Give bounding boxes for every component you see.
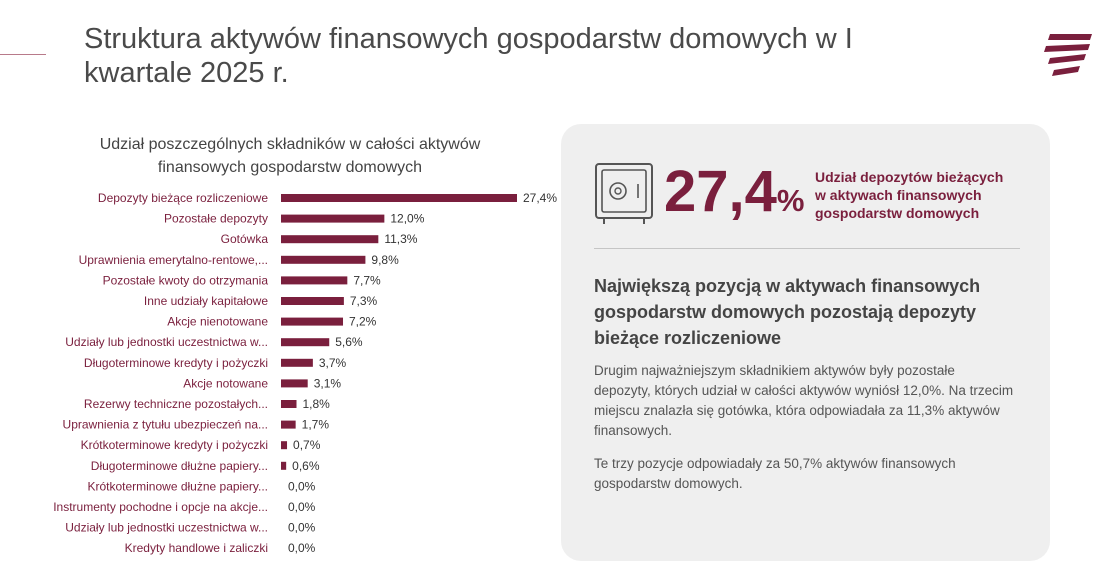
value-label: 3,7%: [319, 356, 347, 370]
panel-paragraph-1: Drugim najważniejszym składnikiem aktywó…: [594, 363, 1014, 438]
bar: [281, 379, 308, 388]
bar: [281, 400, 297, 408]
category-label: Krótkoterminowe dłużne papiery...: [87, 479, 268, 493]
brand-logo-icon: [1044, 34, 1092, 76]
value-label: 0,7%: [293, 438, 321, 452]
chart-title: Udział poszczególnych składników w całoś…: [99, 136, 481, 176]
big-number-value: 27,4: [664, 159, 777, 224]
value-label: 11,3%: [384, 232, 417, 246]
value-label: 3,1%: [314, 376, 342, 390]
value-label: 7,3%: [350, 294, 378, 308]
bar: [281, 441, 288, 450]
bar: [281, 214, 385, 223]
value-label: 0,6%: [292, 459, 320, 473]
category-label: Rezerwy techniczne pozostałych...: [84, 397, 268, 411]
value-label: 27,4%: [523, 191, 557, 205]
panel-headline: Największą pozycją w aktywach finansowyc…: [594, 276, 981, 348]
value-label: 0,0%: [288, 521, 316, 535]
value-label: 0,0%: [288, 500, 316, 514]
bar: [281, 317, 344, 326]
value-label: 9,8%: [371, 253, 399, 267]
safe-icon: [595, 163, 653, 224]
category-label: Pozostałe depozyty: [164, 212, 268, 226]
value-label: 12,0%: [390, 212, 424, 226]
value-label: 0,0%: [288, 541, 316, 555]
bar-chart: Depozyty bieżące rozliczeniowe 27,4% Pozos…: [53, 191, 557, 555]
value-label: 7,7%: [353, 273, 381, 287]
category-label: Udziały lub jednostki uczestnictwa w...: [65, 521, 268, 535]
bar: [281, 235, 379, 244]
category-label: Udziały lub jednostki uczestnictwa w...: [65, 335, 268, 349]
category-label: Uprawnienia z tytułu ubezpieczeń na...: [63, 418, 268, 432]
bar: [281, 358, 313, 367]
category-label: Gotówka: [221, 232, 269, 246]
category-label: Uprawnienia emerytalno-rentowe,...: [79, 253, 268, 267]
category-label: Akcje nienotowane: [167, 315, 268, 329]
category-label: Długoterminowe kredyty i pożyczki: [84, 356, 268, 370]
value-label: 5,6%: [335, 335, 363, 349]
category-label: Akcje notowane: [183, 376, 268, 390]
bar: [281, 276, 348, 285]
big-number: 27,4%: [664, 160, 804, 233]
category-label: Instrumenty pochodne i opcje na akcje...: [53, 500, 268, 514]
category-label: Krótkoterminowe kredyty i pożyczki: [81, 438, 268, 452]
value-label: 1,7%: [302, 418, 330, 432]
bar: [281, 297, 344, 305]
bar: [281, 338, 330, 347]
value-label: 7,2%: [349, 315, 377, 329]
highlight-text: Udział depozytów bieżących w aktywach fi…: [815, 169, 1004, 221]
category-label: Długoterminowe dłużne papiery...: [91, 459, 268, 473]
bar: [281, 194, 517, 202]
category-label: Inne udziały kapitałowe: [144, 294, 268, 308]
accent-line: [0, 54, 46, 55]
category-label: Pozostałe kwoty do otrzymania: [103, 273, 269, 287]
value-label: 1,8%: [303, 397, 331, 411]
divider: [594, 248, 1020, 249]
big-number-unit: %: [776, 183, 805, 218]
category-label: Depozyty bieżące rozliczeniowe: [98, 191, 268, 205]
slide-title: Struktura aktywów finansowych gospodarst…: [84, 23, 853, 89]
bar: [281, 420, 296, 429]
bar: [281, 461, 287, 470]
panel-paragraph-2: Te trzy pozycje odpowiadały za 50,7% akt…: [594, 456, 956, 491]
category-label: Kredyty handlowe i zaliczki: [125, 541, 268, 555]
bar: [281, 255, 366, 264]
value-label: 0,0%: [288, 479, 316, 493]
summary-panel: 27,4% Udział depozytów bieżących w aktyw…: [561, 124, 1050, 561]
